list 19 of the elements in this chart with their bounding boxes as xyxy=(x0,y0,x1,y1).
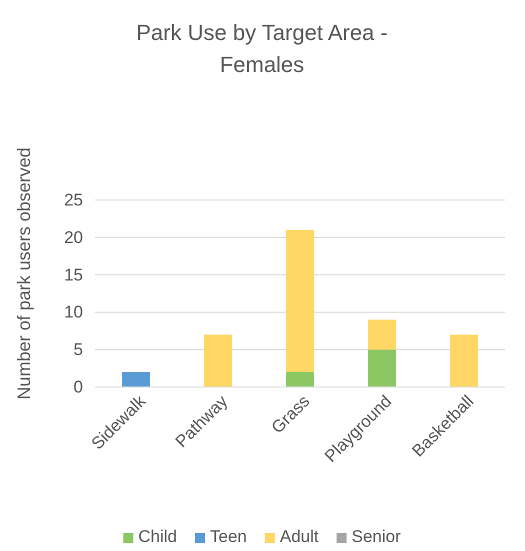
y-tick-label: 15 xyxy=(64,265,83,284)
bar xyxy=(122,372,150,387)
y-tick-label: 5 xyxy=(74,340,83,360)
y-axis-title: Number of park users observed xyxy=(14,147,34,400)
legend-label: Teen xyxy=(210,527,247,546)
y-tick-label: 0 xyxy=(74,377,83,396)
y-tick-label: 10 xyxy=(64,302,83,322)
y-tick-label: 25 xyxy=(64,190,83,210)
bar xyxy=(286,372,314,387)
chart-title: Park Use by Target Area - Females xyxy=(136,20,388,77)
bar xyxy=(286,230,314,372)
legend-label: Senior xyxy=(352,527,402,546)
bar xyxy=(368,350,396,387)
bar xyxy=(204,334,232,387)
bar xyxy=(450,334,478,387)
legend-label: Child xyxy=(138,527,177,546)
bar xyxy=(368,320,396,350)
y-tick-label: 20 xyxy=(64,228,83,247)
legend-label: Adult xyxy=(280,527,319,546)
